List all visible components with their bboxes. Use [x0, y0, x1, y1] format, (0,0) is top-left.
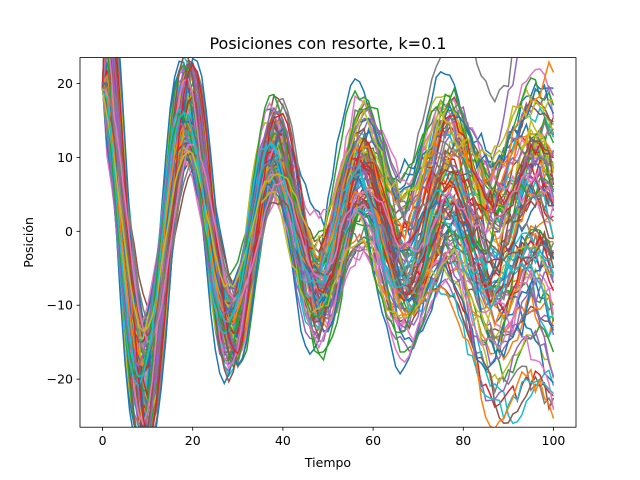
y-tick-label: 0 [65, 224, 73, 239]
x-tick-label: 20 [185, 433, 201, 448]
series-line-93 [101, 83, 554, 380]
y-tick-label: −10 [47, 298, 73, 313]
series-line-100 [101, 90, 555, 378]
y-axis-ticks: −20 −10 0 10 20 [47, 76, 80, 387]
x-tick-label: 100 [542, 433, 566, 448]
series-line-90 [101, 83, 554, 389]
x-tick-label: 0 [99, 433, 107, 448]
series-line-85 [101, 57, 555, 428]
x-axis-label: Tiempo [304, 455, 351, 470]
x-tick-label: 80 [455, 433, 471, 448]
x-tick-label: 60 [365, 433, 381, 448]
y-tick-label: 20 [57, 76, 73, 91]
x-axis-ticks: 0 20 40 60 80 100 [99, 427, 566, 448]
plot-frame [79, 57, 577, 428]
series-line-87 [101, 57, 555, 426]
y-axis-label: Posición [21, 217, 36, 268]
series-line-99 [101, 89, 554, 333]
y-tick-label: −20 [47, 372, 73, 387]
series-line-92 [101, 59, 555, 367]
series-layer [101, 57, 555, 428]
series-line-94 [101, 57, 555, 428]
series-line-97 [102, 88, 555, 344]
y-tick-label: 10 [57, 150, 73, 165]
chart-title: Posiciones con resorte, k=0.1 [209, 34, 446, 53]
series-line-96 [101, 83, 555, 337]
x-tick-label: 40 [275, 433, 291, 448]
